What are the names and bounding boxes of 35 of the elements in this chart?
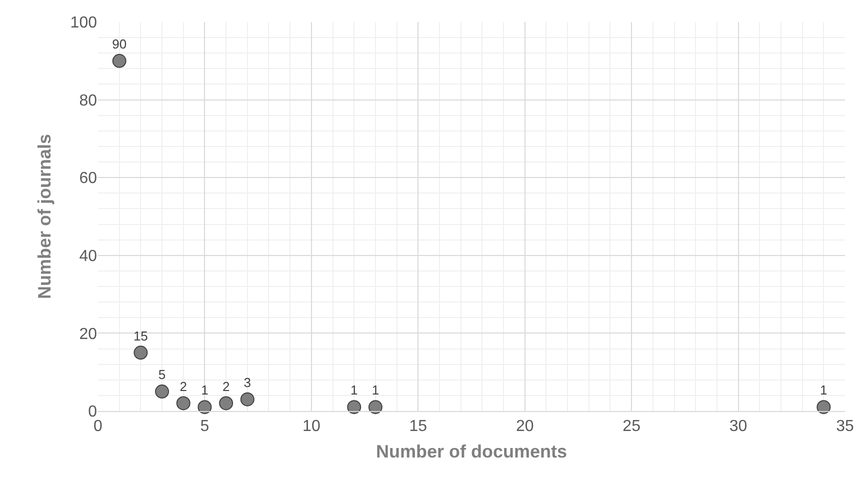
data-label: 2 [180, 378, 187, 394]
data-label: 1 [372, 382, 380, 398]
point [816, 400, 831, 414]
data-label: 15 [133, 328, 148, 344]
point [155, 384, 170, 399]
y-tick-label: 100 [70, 14, 98, 32]
x-tick-label: 10 [302, 418, 320, 436]
data-label: 1 [350, 382, 358, 398]
y-tick-label: 80 [79, 92, 98, 110]
x-tick-label: 5 [200, 418, 210, 436]
x-tick-label: 35 [836, 418, 854, 436]
point [240, 392, 254, 406]
data-label: 3 [244, 374, 252, 390]
data-label: 2 [222, 378, 230, 394]
y-tick-label: 60 [79, 170, 98, 188]
point [347, 400, 362, 414]
y-tick-label: 40 [79, 248, 98, 265]
point [198, 400, 212, 414]
point [134, 346, 148, 360]
point [112, 54, 126, 68]
y-tick-label: 20 [79, 326, 98, 343]
x-tick-label: 25 [622, 418, 641, 436]
point [368, 400, 382, 414]
x-tick-label: 30 [729, 418, 748, 436]
data-label: 1 [201, 382, 208, 398]
y-tick-label: 0 [88, 404, 98, 421]
point [176, 396, 190, 410]
x-tick-label: 15 [409, 418, 428, 436]
data-label: 5 [158, 367, 166, 382]
data-label: 90 [112, 36, 127, 52]
y-axis-title: Number of journals [34, 134, 54, 300]
x-axis-title: Number of documents [376, 441, 568, 462]
x-tick-label: 20 [516, 418, 534, 436]
point [219, 396, 234, 410]
data-label: 1 [820, 382, 828, 398]
